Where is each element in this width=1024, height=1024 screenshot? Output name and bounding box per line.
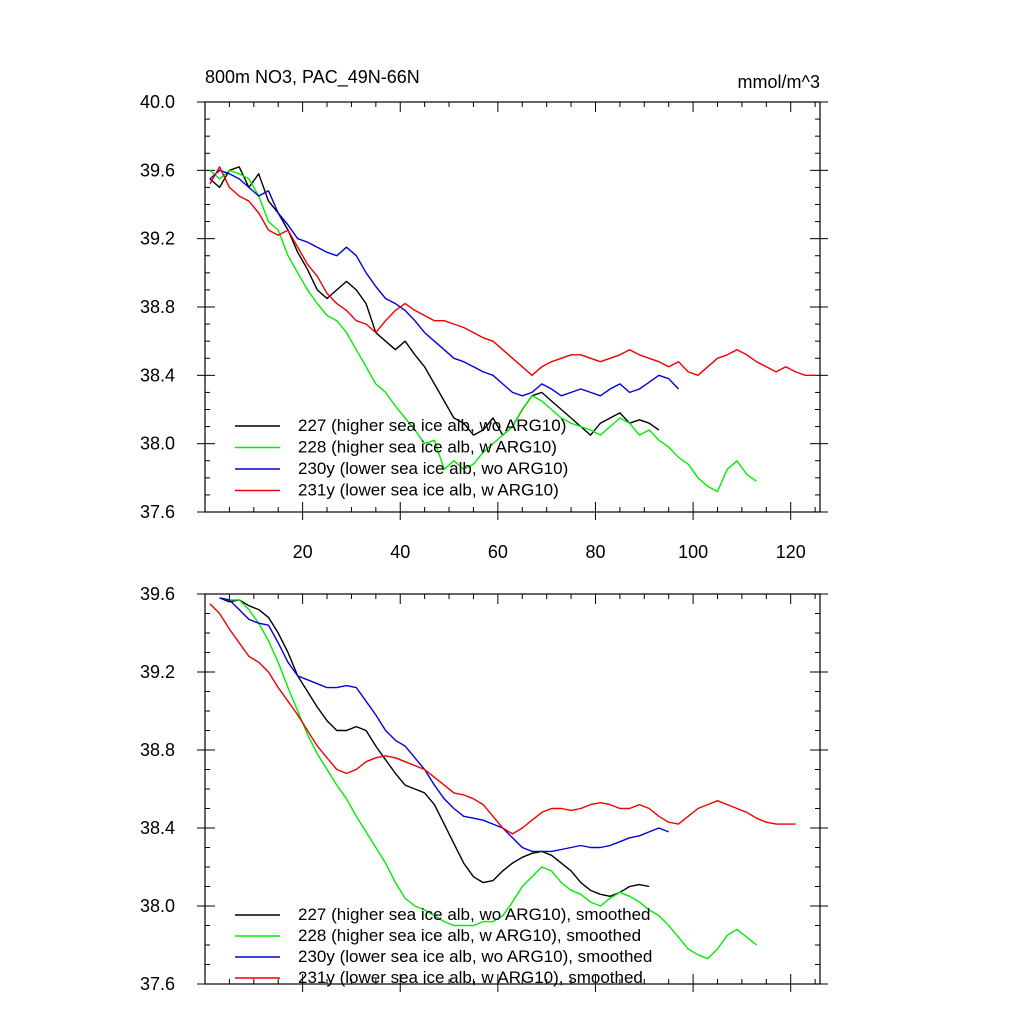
legend-label-2: 228 (higher sea ice alb, w ARG10) <box>298 438 557 457</box>
series-line-4 <box>209 603 796 835</box>
y-tick-label: 38.4 <box>140 818 175 838</box>
series-line-1 <box>209 166 660 436</box>
series-line-4 <box>209 166 816 376</box>
series-line-3 <box>209 169 680 397</box>
series-line-2 <box>209 169 757 493</box>
bottom-panel: 37.6 38.0 38.4 38.8 39.2 39.6 227 (higher sea … <box>140 584 828 994</box>
y-tick-label: 38.0 <box>140 896 175 916</box>
y-tick-label: 39.6 <box>140 160 175 180</box>
x-tick-label: 120 <box>776 542 806 562</box>
legend-label-1: 227 (higher sea ice alb, wo ARG10), smoo… <box>298 905 650 924</box>
x-tick-label: 20 <box>293 542 313 562</box>
legend-label-3: 230y (lower sea ice alb, wo ARG10), smoo… <box>298 947 652 966</box>
y-tick-label: 40.0 <box>140 92 175 112</box>
y-tick-label: 38.8 <box>140 297 175 317</box>
x-tick-label: 40 <box>390 542 410 562</box>
units-label: mmol/m^3 <box>738 72 820 92</box>
y-tick-label: 38.0 <box>140 434 175 454</box>
series-line-1 <box>219 597 650 897</box>
legend-label-4: 231y (lower sea ice alb, w ARG10) <box>298 481 559 500</box>
y-tick-label: 38.4 <box>140 365 175 385</box>
series-line-3 <box>219 597 669 853</box>
x-tick-label: 100 <box>678 542 708 562</box>
y-tick-label: 39.2 <box>140 662 175 682</box>
top-panel: 20 40 60 80 100 120 37.6 38.0 38.4 38.8 39.2 39.6 40… <box>140 92 828 562</box>
chart-title: 800m NO3, PAC_49N-66N <box>205 67 420 88</box>
legend-label-3: 230y (lower sea ice alb, wo ARG10) <box>298 459 568 478</box>
x-tick-label: 60 <box>488 542 508 562</box>
y-tick-label: 37.6 <box>140 502 175 522</box>
series-line-2 <box>219 597 757 960</box>
y-tick-label: 39.6 <box>140 584 175 604</box>
y-tick-label: 38.8 <box>140 740 175 760</box>
y-tick-label: 37.6 <box>140 974 175 994</box>
x-tick-label: 80 <box>585 542 605 562</box>
legend-label-2: 228 (higher sea ice alb, w ARG10), smoot… <box>298 926 641 945</box>
legend-label-4: 231y (lower sea ice alb, w ARG10), smoot… <box>298 968 643 987</box>
y-tick-label: 39.2 <box>140 229 175 249</box>
legend-label-1: 227 (higher sea ice alb, wo ARG10) <box>298 416 566 435</box>
